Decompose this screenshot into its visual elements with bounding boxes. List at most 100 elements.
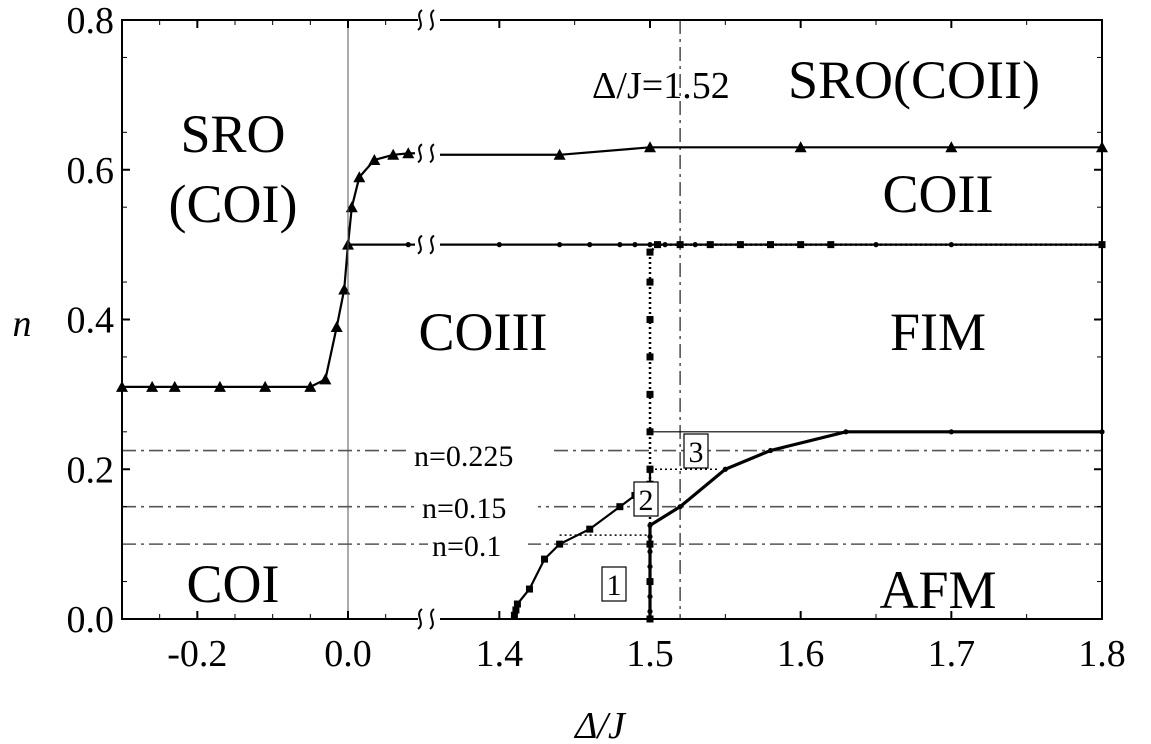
square-marker [646, 278, 654, 286]
dot-marker [843, 429, 849, 435]
square-marker [616, 503, 624, 511]
horizontal-reference-label: n=0.15 [422, 492, 506, 525]
break-gap [418, 234, 440, 255]
break-gap [418, 607, 440, 631]
triangle-marker [330, 320, 343, 332]
dot-marker [587, 242, 593, 248]
dot-marker [948, 429, 954, 435]
horizontal-reference-label: n=0.225 [414, 440, 513, 473]
dot-marker [647, 563, 653, 570]
triangle-marker [338, 283, 351, 295]
y-tick-label: 0.2 [67, 449, 115, 491]
triangle-marker [387, 148, 400, 160]
square-marker [646, 390, 654, 398]
triangle-marker [945, 141, 958, 153]
region-label-sro-coii: SRO(COII) [788, 50, 1040, 110]
reference-lines [122, 20, 1102, 619]
region-label-line: SRO [180, 104, 285, 164]
box-label-frame [683, 433, 709, 469]
region-label-line: AFM [879, 560, 996, 620]
dot-marker [557, 242, 563, 248]
dot-marker [647, 549, 653, 555]
dot-marker [647, 534, 653, 540]
series-line [648, 430, 1102, 619]
box-label-frame [633, 481, 659, 517]
break-gap [418, 143, 440, 164]
region-label: SRO (COI) [169, 104, 298, 234]
triangle-marker [168, 380, 181, 392]
square-marker [646, 316, 654, 323]
square-marker [646, 248, 654, 256]
region-label: COI [187, 554, 280, 614]
region-label-line: COI [187, 554, 280, 614]
square-marker [767, 241, 775, 249]
triangle-marker [146, 380, 159, 392]
labels: Δ/J n SRO (COI) COI COIII COII FIM AFM Δ/J=1.52 SR… [13, 50, 1041, 744]
y-axis-label: n [13, 303, 32, 345]
horizontal-reference-label: n=0.1 [432, 530, 501, 563]
series-line [559, 146, 1102, 156]
triangle-marker [304, 380, 317, 392]
reference-label-bg [418, 492, 538, 526]
square-marker [797, 241, 805, 249]
reference-label-bg [410, 440, 550, 474]
triangle-marker [213, 380, 226, 392]
dot-marker [677, 504, 683, 510]
triangle-marker [402, 147, 415, 159]
box-label: 2 [639, 484, 654, 517]
box-label: 1 [607, 569, 622, 602]
region-label: COIII [419, 302, 548, 362]
x-tick-label: -0.2 [167, 633, 227, 675]
break-mark [429, 9, 435, 31]
box-label: 3 [689, 436, 704, 469]
break-mark [417, 608, 423, 630]
region-label-line: COII [883, 164, 994, 224]
y-tick-label: 0.4 [67, 300, 115, 342]
break-mark [417, 234, 423, 255]
dot-marker [647, 593, 653, 600]
region-label: FIM [890, 302, 986, 362]
dot-marker [496, 242, 502, 248]
triangle-marker [353, 171, 366, 183]
square-marker [586, 525, 594, 533]
x-axis-label: Δ/J [573, 705, 627, 744]
square-marker [541, 555, 549, 563]
square-marker [736, 241, 744, 249]
box-label-frame [601, 566, 627, 602]
square-marker [706, 241, 714, 249]
region-label: AFM [879, 560, 996, 620]
dot-marker [632, 242, 638, 248]
dot-marker [647, 242, 653, 248]
reference-label-bg [428, 530, 528, 564]
series-4 [510, 465, 654, 619]
x-tick-label: 1.8 [1078, 633, 1126, 675]
dot-marker [647, 522, 653, 529]
break-mark [417, 9, 423, 31]
plot-frame: 0.0 0.2 0.4 0.6 0.8 -0.2 0.0 1.4 1.5 1.6 1.7 1.8 [67, 0, 1126, 675]
triangle-marker [644, 141, 656, 153]
dot-marker [647, 578, 653, 585]
break-gap [418, 8, 440, 32]
region-label-line: FIM [890, 302, 986, 362]
break-mark [417, 143, 423, 164]
y-tick-label: 0.8 [67, 0, 115, 42]
square-marker [827, 241, 835, 249]
triangle-marker [259, 380, 272, 392]
break-mark [429, 143, 435, 164]
square-marker [646, 353, 654, 361]
dot-marker [405, 242, 411, 248]
square-marker [513, 600, 521, 608]
dot-marker [767, 447, 774, 454]
vertical-reference-label: Δ/J=1.52 [592, 65, 730, 107]
square-marker [676, 241, 684, 249]
region-label: COII [883, 164, 994, 224]
dot-marker [722, 466, 728, 472]
triangle-marker [345, 201, 358, 213]
dot-marker [617, 242, 623, 248]
x-tick-label: 1.6 [777, 633, 825, 675]
square-marker [525, 585, 533, 593]
break-mark [429, 234, 435, 255]
x-tick-label: 1.5 [626, 633, 674, 675]
y-tick-label: 0.6 [67, 150, 115, 192]
